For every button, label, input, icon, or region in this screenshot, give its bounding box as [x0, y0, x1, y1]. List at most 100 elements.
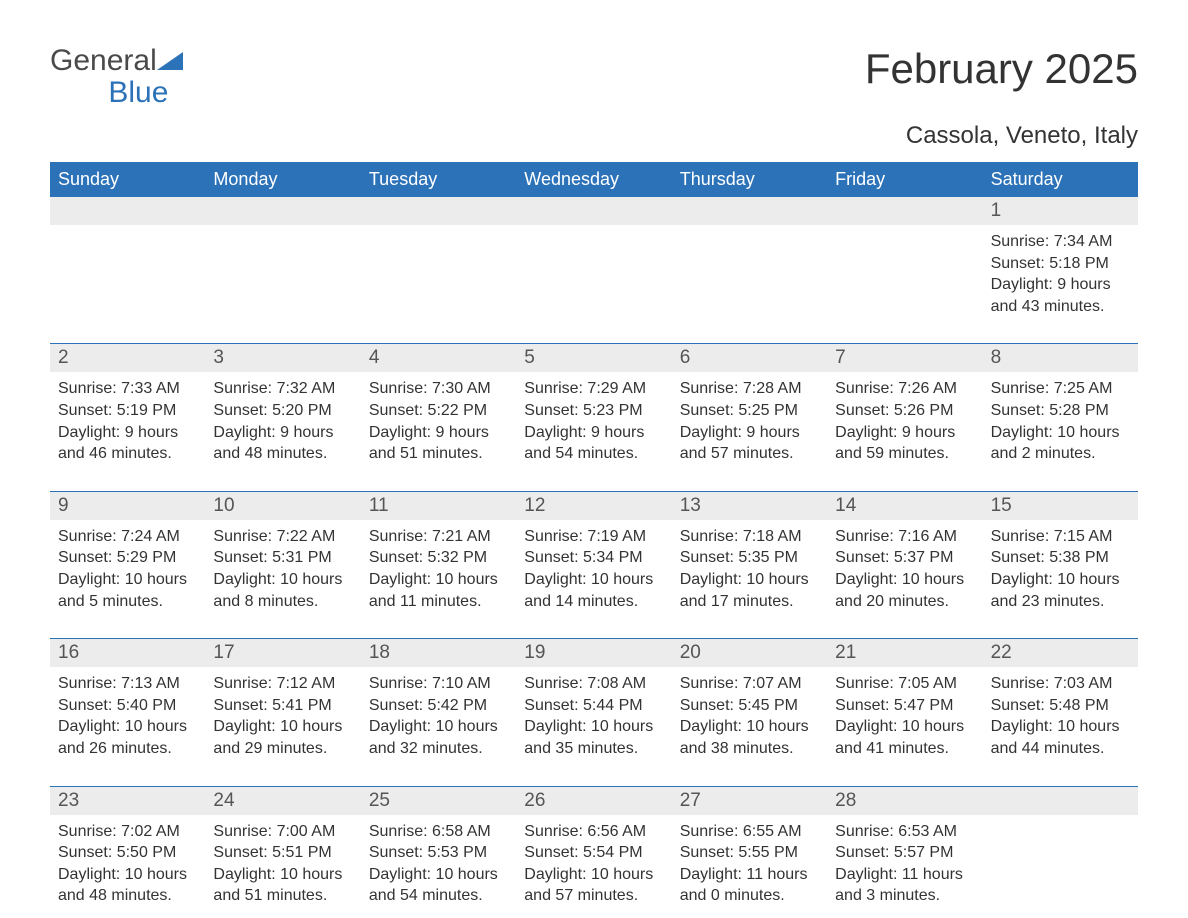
calendar-cell-empty: [50, 197, 205, 321]
sunset-text: Sunset: 5:29 PM: [58, 547, 197, 569]
day-info: Sunrise: 7:15 AMSunset: 5:38 PMDaylight:…: [991, 526, 1130, 612]
sunrise-text: Sunrise: 7:08 AM: [524, 673, 663, 695]
day-info: Sunrise: 7:05 AMSunset: 5:47 PMDaylight:…: [835, 673, 974, 759]
day-info: Sunrise: 7:16 AMSunset: 5:37 PMDaylight:…: [835, 526, 974, 612]
sunrise-text: Sunrise: 7:15 AM: [991, 526, 1130, 548]
day-number: 12: [516, 495, 545, 516]
daylight-text: Daylight: 9 hours and 51 minutes.: [369, 422, 508, 465]
day-number-bar: 28: [827, 787, 982, 815]
day-number: 19: [516, 642, 545, 663]
day-info: Sunrise: 7:12 AMSunset: 5:41 PMDaylight:…: [213, 673, 352, 759]
day-number-bar: 15: [983, 492, 1138, 520]
sunset-text: Sunset: 5:41 PM: [213, 695, 352, 717]
sunset-text: Sunset: 5:35 PM: [680, 547, 819, 569]
daylight-text: Daylight: 10 hours and 32 minutes.: [369, 716, 508, 759]
day-number: 7: [827, 347, 846, 368]
daylight-text: Daylight: 9 hours and 57 minutes.: [680, 422, 819, 465]
calendar-cell: 2Sunrise: 7:33 AMSunset: 5:19 PMDaylight…: [50, 344, 205, 468]
day-number-bar: 3: [205, 344, 360, 372]
calendar-header-row: SundayMondayTuesdayWednesdayThursdayFrid…: [50, 162, 1138, 197]
sunrise-text: Sunrise: 7:00 AM: [213, 821, 352, 843]
daylight-text: Daylight: 10 hours and 14 minutes.: [524, 569, 663, 612]
calendar-cell: 3 Sunrise: 7:32 AMSunset: 5:20 PMDaylight…: [205, 344, 360, 468]
calendar-cell: 28Sunrise: 6:53 AMSunset: 5:57 PMDayligh…: [827, 787, 982, 911]
day-number-bar: 5: [516, 344, 671, 372]
sunrise-text: Sunrise: 7:22 AM: [213, 526, 352, 548]
daylight-text: Daylight: 9 hours and 59 minutes.: [835, 422, 974, 465]
sunrise-text: Sunrise: 7:21 AM: [369, 526, 508, 548]
daylight-text: Daylight: 9 hours and 48 minutes.: [213, 422, 352, 465]
daylight-text: Daylight: 10 hours and 5 minutes.: [58, 569, 197, 612]
calendar-cell: 8Sunrise: 7:25 AMSunset: 5:28 PMDaylight…: [983, 344, 1138, 468]
day-number-bar: [672, 197, 827, 225]
daylight-text: Daylight: 10 hours and 48 minutes.: [58, 864, 197, 907]
sunset-text: Sunset: 5:18 PM: [991, 253, 1130, 275]
day-number-bar: 26: [516, 787, 671, 815]
day-number: 4: [361, 347, 380, 368]
daylight-text: Daylight: 11 hours and 0 minutes.: [680, 864, 819, 907]
day-number: 23: [50, 790, 79, 811]
sunrise-text: Sunrise: 7:30 AM: [369, 378, 508, 400]
day-number: 28: [827, 790, 856, 811]
daylight-text: Daylight: 10 hours and 23 minutes.: [991, 569, 1130, 612]
sunrise-text: Sunrise: 7:05 AM: [835, 673, 974, 695]
sunrise-text: Sunrise: 7:12 AM: [213, 673, 352, 695]
day-info: Sunrise: 7:28 AMSunset: 5:25 PMDaylight:…: [680, 378, 819, 464]
calendar-cell-empty: [516, 197, 671, 321]
day-header: Wednesday: [516, 162, 671, 197]
sunrise-text: Sunrise: 7:03 AM: [991, 673, 1130, 695]
calendar-cell: 19 Sunrise: 7:08 AMSunset: 5:44 PMDayligh…: [516, 639, 671, 763]
day-info: Sunrise: 7:24 AMSunset: 5:29 PMDaylight:…: [58, 526, 197, 612]
sunset-text: Sunset: 5:57 PM: [835, 842, 974, 864]
day-number-bar: 1: [983, 197, 1138, 225]
day-number-bar: 24: [205, 787, 360, 815]
calendar-cell: 18Sunrise: 7:10 AMSunset: 5:42 PMDayligh…: [361, 639, 516, 763]
day-number-bar: 12: [516, 492, 671, 520]
day-info: Sunrise: 7:32 AMSunset: 5:20 PMDaylight:…: [213, 378, 352, 464]
sunset-text: Sunset: 5:20 PM: [213, 400, 352, 422]
logo-text: General Blue: [50, 45, 183, 108]
sunrise-text: Sunrise: 7:18 AM: [680, 526, 819, 548]
sunset-text: Sunset: 5:42 PM: [369, 695, 508, 717]
day-number: 25: [361, 790, 390, 811]
day-number-bar: 9: [50, 492, 205, 520]
daylight-text: Daylight: 10 hours and 29 minutes.: [213, 716, 352, 759]
daylight-text: Daylight: 10 hours and 51 minutes.: [213, 864, 352, 907]
day-number-bar: 19: [516, 639, 671, 667]
day-number: 11: [361, 495, 389, 516]
day-number-bar: 10: [205, 492, 360, 520]
calendar-cell: 6Sunrise: 7:28 AMSunset: 5:25 PMDaylight…: [672, 344, 827, 468]
calendar-cell: 21Sunrise: 7:05 AMSunset: 5:47 PMDayligh…: [827, 639, 982, 763]
day-number: 9: [50, 495, 69, 516]
day-info: Sunrise: 7:18 AMSunset: 5:35 PMDaylight:…: [680, 526, 819, 612]
calendar-cell-empty: [827, 197, 982, 321]
calendar-cell: 15 Sunrise: 7:15 AMSunset: 5:38 PMDayligh…: [983, 492, 1138, 616]
day-number: 10: [205, 495, 234, 516]
day-info: Sunrise: 7:10 AMSunset: 5:42 PMDaylight:…: [369, 673, 508, 759]
header: General Blue February 2025: [50, 45, 1138, 108]
calendar-cell: 17 Sunrise: 7:12 AMSunset: 5:41 PMDayligh…: [205, 639, 360, 763]
day-number-bar: 17: [205, 639, 360, 667]
day-info: Sunrise: 7:08 AMSunset: 5:44 PMDaylight:…: [524, 673, 663, 759]
calendar-cell: 12Sunrise: 7:19 AMSunset: 5:34 PMDayligh…: [516, 492, 671, 616]
sunrise-text: Sunrise: 7:29 AM: [524, 378, 663, 400]
sunset-text: Sunset: 5:48 PM: [991, 695, 1130, 717]
day-number: 20: [672, 642, 701, 663]
day-info: Sunrise: 7:07 AMSunset: 5:45 PMDaylight:…: [680, 673, 819, 759]
calendar-cell: 10Sunrise: 7:22 AMSunset: 5:31 PMDayligh…: [205, 492, 360, 616]
day-number: 13: [672, 495, 701, 516]
sunrise-text: Sunrise: 6:53 AM: [835, 821, 974, 843]
day-number: [983, 790, 991, 811]
calendar-cell-empty: [983, 787, 1138, 911]
daylight-text: Daylight: 10 hours and 26 minutes.: [58, 716, 197, 759]
calendar-cell: 22Sunrise: 7:03 AMSunset: 5:48 PMDayligh…: [983, 639, 1138, 763]
day-info: Sunrise: 6:56 AMSunset: 5:54 PMDaylight:…: [524, 821, 663, 907]
day-header: Saturday: [983, 162, 1138, 197]
calendar-cell: 1Sunrise: 7:34 AMSunset: 5:18 PMDaylight…: [983, 197, 1138, 321]
daylight-text: Daylight: 9 hours and 46 minutes.: [58, 422, 197, 465]
day-number: 17: [205, 642, 234, 663]
sunrise-text: Sunrise: 7:10 AM: [369, 673, 508, 695]
sunset-text: Sunset: 5:50 PM: [58, 842, 197, 864]
day-number: 15: [983, 495, 1012, 516]
calendar-cell: 9 Sunrise: 7:24 AMSunset: 5:29 PMDaylight…: [50, 492, 205, 616]
